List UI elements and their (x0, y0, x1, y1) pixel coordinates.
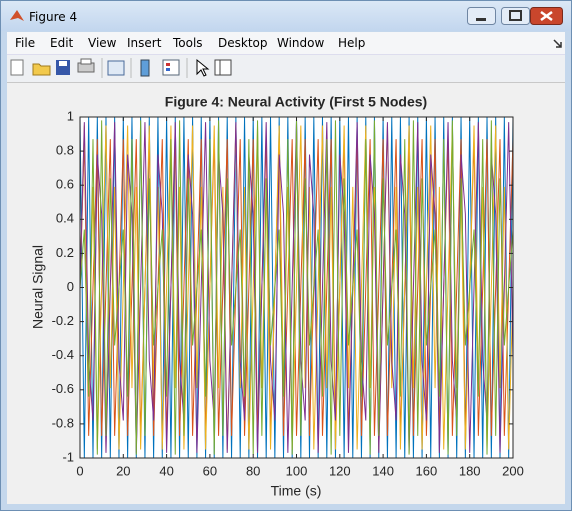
x-axis-label: Time (s) (271, 483, 322, 499)
y-tick-label: 1 (67, 108, 74, 123)
y-tick-label: -0.6 (52, 381, 74, 396)
toolbar-icons[interactable] (7, 55, 247, 81)
x-tick-label: 140 (372, 463, 394, 478)
y-tick-label: 0.4 (56, 211, 74, 226)
x-tick-label: 120 (329, 463, 351, 478)
matlab-icon (10, 10, 24, 21)
menu-item[interactable]: Edit (50, 36, 74, 50)
x-tick-label: 100 (286, 463, 308, 478)
x-tick-label: 40 (159, 463, 173, 478)
x-tick-label: 20 (116, 463, 130, 478)
x-tick-label: 180 (459, 463, 481, 478)
y-tick-label: 0.8 (56, 143, 74, 158)
y-axis-label: Neural Signal (30, 245, 46, 329)
y-tick-label: 0.2 (56, 245, 74, 260)
x-tick-label: 200 (502, 463, 524, 478)
toolbar (7, 55, 565, 83)
y-tick-label: -0.2 (52, 313, 74, 328)
y-tick-label: -0.8 (52, 415, 74, 430)
chart: Figure 4: Neural Activity (First 5 Nodes… (30, 94, 524, 499)
y-tick-label: -1 (62, 449, 74, 464)
y-tick-label: 0 (67, 279, 74, 294)
y-tick-label: 0.6 (56, 177, 74, 192)
y-tick-label: -0.4 (52, 347, 74, 362)
menu-item[interactable]: Tools (173, 36, 203, 50)
title-bar: Figure 4 (1, 1, 571, 31)
x-tick-label: 0 (76, 463, 83, 478)
dock-arrow[interactable] (553, 39, 563, 49)
menu-item[interactable]: Window (277, 36, 325, 50)
x-tick-label: 80 (246, 463, 260, 478)
menu-item[interactable]: Desktop (218, 36, 268, 50)
menu-item[interactable]: Insert (127, 36, 162, 50)
chart-title: Figure 4: Neural Activity (First 5 Nodes… (165, 94, 427, 110)
figure-canvas: Figure 4: Neural Activity (First 5 Nodes… (7, 83, 565, 504)
x-tick-label: 160 (416, 463, 438, 478)
window-buttons[interactable] (467, 5, 567, 27)
menu-item[interactable]: View (88, 36, 117, 50)
x-tick-label: 60 (203, 463, 217, 478)
menu-item[interactable]: Help (338, 36, 366, 50)
window-title: Figure 4 (29, 10, 78, 24)
menu-bar: File Edit View Insert Tools Desktop Wind… (7, 32, 565, 55)
menu-item[interactable]: File (15, 36, 36, 50)
